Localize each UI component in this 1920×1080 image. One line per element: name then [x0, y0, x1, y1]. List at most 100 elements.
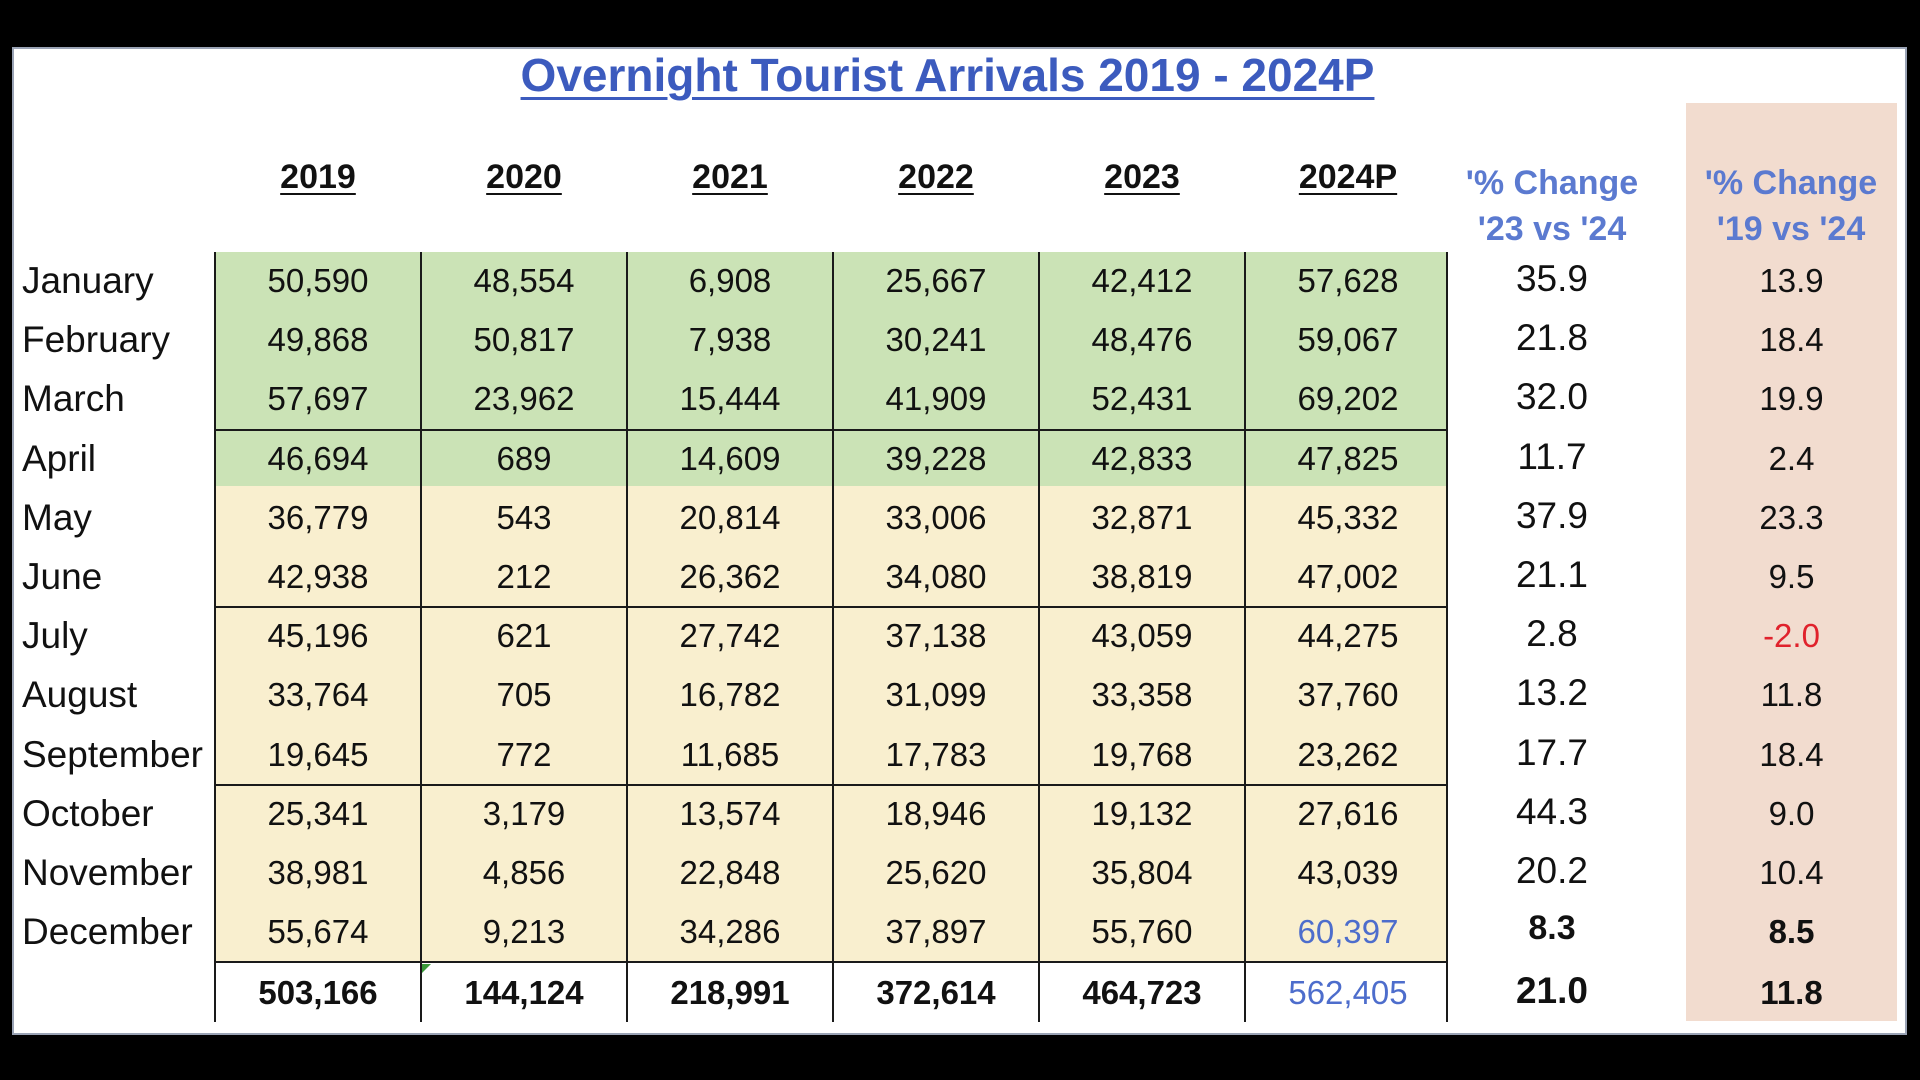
pct-change-23-24-value: 20.2 [1515, 850, 1588, 891]
data-cell: 25,667 [885, 262, 987, 299]
data-cell: 48,476 [1091, 321, 1193, 359]
data-cell: 46,694 [267, 439, 369, 477]
data-cell: 41,909 [885, 380, 987, 418]
pct-19-24-column-background [1686, 103, 1897, 1021]
data-cell: 37,760 [1297, 676, 1399, 714]
data-cell: 27,616 [1297, 794, 1399, 832]
column-divider [1446, 252, 1448, 1022]
data-cell: 18,946 [885, 794, 987, 832]
quarter-divider [215, 783, 1448, 786]
pct-change-19-24-value: 9.0 [1768, 794, 1815, 832]
pct-change-19-24-value: 13.9 [1759, 262, 1824, 299]
month-label: July [22, 615, 88, 657]
data-cell: 34,080 [885, 558, 987, 595]
pct-change-19-24-value: 11.8 [1760, 676, 1823, 714]
data-cell: 23,962 [473, 380, 575, 418]
data-cell: 36,779 [267, 498, 369, 536]
data-cell: 38,819 [1091, 558, 1193, 595]
pct-change-23-24-value: 13.2 [1515, 672, 1588, 714]
data-cell: 772 [496, 735, 552, 773]
pct-change-19-24-value: 2.4 [1768, 439, 1815, 477]
data-cell: 11,685 [680, 735, 780, 773]
pct-change-23-24-value: 32.0 [1515, 376, 1588, 418]
data-cell: 27,742 [679, 617, 781, 655]
data-cell: 37,138 [885, 617, 987, 655]
data-cell: 22,848 [679, 854, 781, 891]
month-label: June [22, 556, 103, 597]
column-header-2021: 2021 [692, 158, 768, 196]
data-cell: 50,817 [473, 321, 575, 359]
column-header-2019: 2019 [280, 158, 356, 196]
pct-change-19-24-value: 10.4 [1759, 854, 1824, 891]
month-label: August [22, 674, 138, 716]
pct-change-19-24-value: 18.4 [1759, 735, 1824, 773]
data-cell: 48,554 [473, 262, 575, 299]
data-cell: 33,764 [267, 676, 369, 714]
data-cell: 20,814 [679, 498, 781, 536]
data-cell: 35,804 [1091, 854, 1193, 891]
table-title: Overnight Tourist Arrivals 2019 - 2024P [520, 49, 1375, 101]
pct-change-19-24-value: -2.0 [1763, 617, 1820, 655]
data-cell: 47,002 [1297, 558, 1399, 595]
total-cell: 144,124 [464, 974, 584, 1012]
header-line-1: '% Change [1465, 164, 1639, 202]
pct-change-23-24-value: 21.8 [1515, 317, 1588, 359]
total-pct-change-19-24: 11.8 [1760, 974, 1823, 1012]
pct-change-23-24-value: 21.1 [1515, 554, 1588, 595]
total-cell: 372,614 [876, 974, 996, 1012]
data-cell: 69,202 [1297, 380, 1399, 418]
data-cell: 32,871 [1091, 498, 1193, 536]
cell-comment-marker [421, 964, 431, 974]
data-cell: 42,938 [267, 558, 369, 595]
month-label: May [22, 496, 92, 538]
data-cell: 19,768 [1091, 735, 1193, 773]
month-label: November [22, 852, 193, 893]
month-label: March [22, 378, 125, 420]
data-cell: 25,620 [885, 854, 987, 891]
pct-change-19-24-value: 19.9 [1759, 380, 1824, 418]
month-label: December [22, 911, 193, 953]
month-label: September [22, 733, 203, 775]
data-cell: 212 [496, 558, 552, 595]
data-cell: 33,006 [885, 498, 987, 536]
column-divider [832, 252, 834, 1022]
header-line-2: '19 vs '24 [1716, 210, 1866, 248]
header-line-2: '23 vs '24 [1477, 210, 1627, 248]
data-cell: 60,397 [1297, 913, 1399, 951]
data-cell: 52,431 [1091, 380, 1193, 418]
total-cell: 464,723 [1082, 974, 1202, 1012]
column-divider [420, 252, 422, 1022]
quarter-divider [215, 961, 1448, 964]
column-divider [214, 252, 216, 1022]
data-cell: 31,099 [885, 676, 987, 714]
data-cell: 14,609 [679, 439, 781, 477]
data-cell: 689 [496, 439, 552, 477]
header-line-1: '% Change [1704, 164, 1878, 202]
data-cell: 49,868 [267, 321, 369, 359]
pct-change-23-24-value: 8.3 [1528, 909, 1576, 948]
data-cell: 25,341 [267, 794, 369, 832]
total-cell: 562,405 [1288, 974, 1408, 1012]
pct-change-23-24-value: 35.9 [1515, 258, 1588, 299]
data-cell: 3,179 [482, 794, 566, 832]
month-label: April [22, 437, 97, 479]
column-divider [626, 252, 628, 1022]
quarter-divider [215, 606, 1448, 609]
data-cell: 57,697 [267, 380, 369, 418]
data-cell: 42,833 [1091, 439, 1193, 477]
pct-change-23-24-value: 17.7 [1515, 731, 1588, 773]
data-cell: 19,645 [267, 735, 369, 773]
pct-change-23-24-value: 44.3 [1515, 790, 1588, 832]
pct-change-19-24-value: 8.5 [1768, 913, 1815, 951]
data-cell: 15,444 [679, 380, 781, 418]
pct-change-19-24-value: 23.3 [1759, 498, 1824, 536]
data-cell: 9,213 [482, 913, 566, 951]
column-divider [1244, 252, 1246, 1022]
data-cell: 57,628 [1297, 262, 1399, 299]
data-cell: 43,059 [1091, 617, 1193, 655]
data-cell: 55,760 [1091, 913, 1193, 951]
pct-change-19-24-header: '% Change '19 vs '24 [1686, 160, 1896, 252]
data-cell: 55,674 [267, 913, 369, 951]
data-cell: 23,262 [1297, 735, 1399, 773]
data-cell: 26,362 [679, 558, 781, 595]
